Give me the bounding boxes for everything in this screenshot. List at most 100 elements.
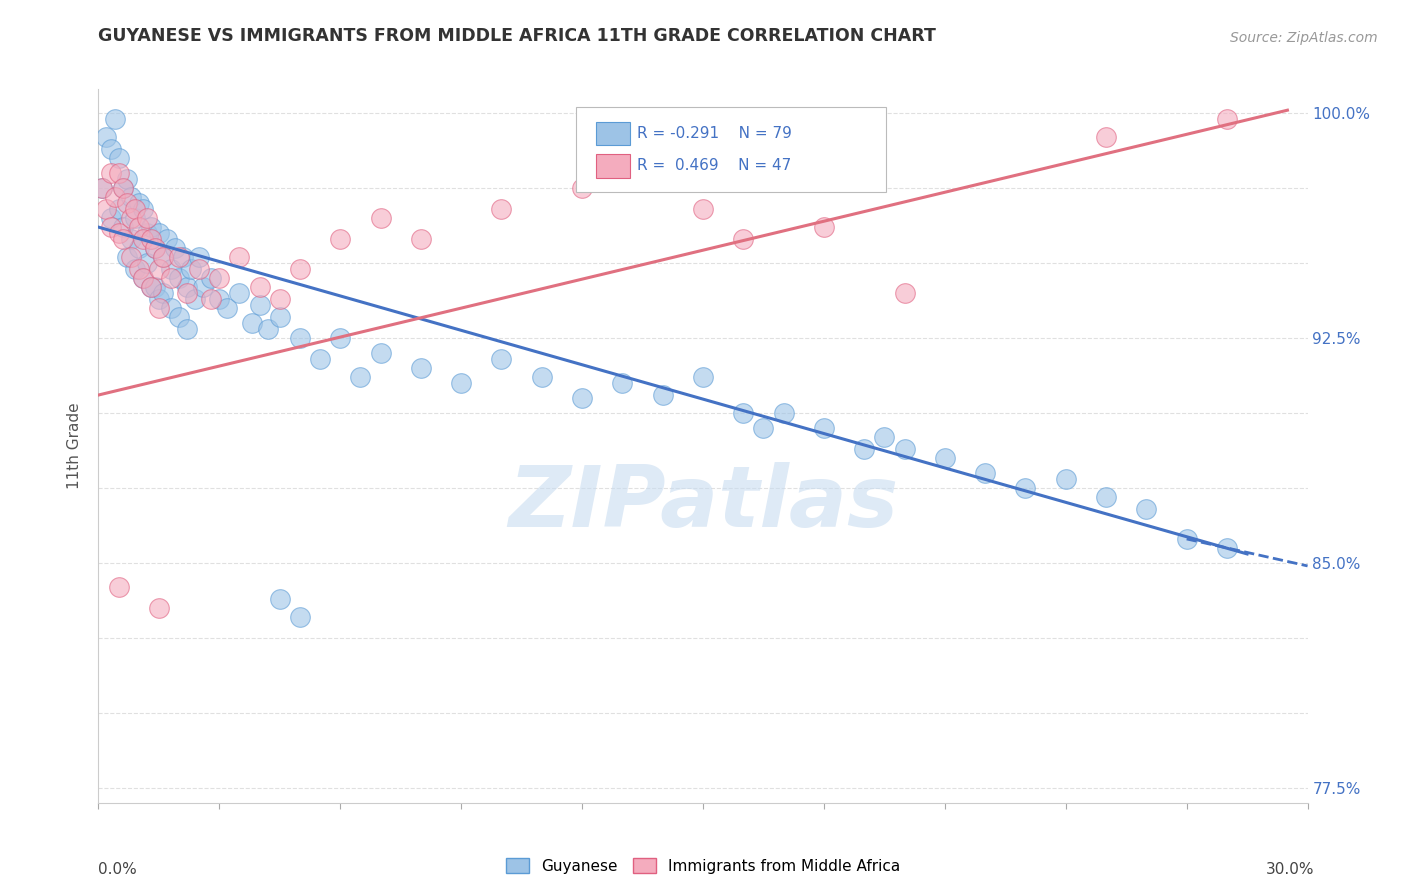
- Point: [148, 301, 170, 315]
- Point: [120, 190, 142, 204]
- Point: [1135, 502, 1157, 516]
- Point: [491, 202, 513, 216]
- Point: [139, 220, 162, 235]
- Point: [1014, 481, 1036, 495]
- Point: [180, 262, 202, 277]
- Point: [200, 271, 222, 285]
- Legend: Guyanese, Immigrants from Middle Africa: Guyanese, Immigrants from Middle Africa: [499, 852, 907, 880]
- Point: [1216, 541, 1239, 555]
- Point: [228, 250, 250, 264]
- Point: [184, 292, 207, 306]
- Point: [733, 406, 755, 420]
- Text: R = -0.291    N = 79: R = -0.291 N = 79: [637, 127, 792, 141]
- Point: [132, 271, 155, 285]
- Point: [176, 322, 198, 336]
- Point: [103, 112, 125, 127]
- Point: [176, 280, 198, 294]
- Point: [148, 292, 170, 306]
- Point: [91, 181, 114, 195]
- Point: [132, 232, 155, 246]
- Point: [651, 388, 673, 402]
- Point: [228, 286, 250, 301]
- Point: [124, 262, 146, 277]
- Point: [139, 280, 162, 294]
- Point: [853, 442, 876, 456]
- Point: [128, 262, 150, 277]
- Point: [288, 331, 311, 345]
- Point: [240, 316, 263, 330]
- Point: [309, 352, 332, 367]
- Point: [893, 286, 915, 301]
- Text: GUYANESE VS IMMIGRANTS FROM MIDDLE AFRICA 11TH GRADE CORRELATION CHART: GUYANESE VS IMMIGRANTS FROM MIDDLE AFRIC…: [98, 27, 936, 45]
- Point: [329, 232, 352, 246]
- Point: [115, 196, 138, 211]
- Point: [111, 181, 134, 195]
- Point: [107, 151, 129, 165]
- Point: [733, 232, 755, 246]
- Point: [163, 241, 186, 255]
- Point: [172, 250, 194, 264]
- Point: [530, 370, 553, 384]
- Point: [813, 220, 835, 235]
- Point: [491, 352, 513, 367]
- Point: [111, 232, 134, 246]
- Point: [103, 190, 125, 204]
- Point: [873, 430, 896, 444]
- Point: [143, 241, 166, 255]
- Point: [120, 250, 142, 264]
- Text: R =  0.469    N = 47: R = 0.469 N = 47: [637, 159, 792, 173]
- Point: [143, 280, 166, 294]
- Point: [249, 280, 271, 294]
- Point: [96, 130, 118, 145]
- Point: [91, 181, 114, 195]
- Point: [100, 220, 122, 235]
- Point: [571, 391, 593, 405]
- Point: [128, 220, 150, 235]
- Point: [128, 241, 150, 255]
- Point: [217, 301, 239, 315]
- Point: [152, 250, 174, 264]
- Point: [139, 232, 162, 246]
- Point: [409, 232, 432, 246]
- Point: [148, 226, 170, 240]
- Point: [160, 271, 183, 285]
- Point: [167, 250, 190, 264]
- Point: [160, 262, 183, 277]
- Point: [269, 292, 291, 306]
- Point: [100, 166, 122, 180]
- Point: [132, 271, 155, 285]
- Point: [124, 202, 146, 216]
- Point: [124, 211, 146, 226]
- Point: [1216, 112, 1239, 127]
- Point: [132, 202, 155, 216]
- Point: [107, 202, 129, 216]
- Point: [288, 262, 311, 277]
- Point: [120, 211, 142, 226]
- Point: [692, 370, 714, 384]
- Point: [893, 442, 915, 456]
- Point: [115, 172, 138, 186]
- Point: [256, 322, 278, 336]
- Point: [111, 181, 134, 195]
- Point: [269, 310, 291, 324]
- Point: [167, 310, 190, 324]
- Point: [152, 286, 174, 301]
- Point: [571, 181, 593, 195]
- Point: [100, 211, 122, 226]
- Point: [208, 271, 231, 285]
- Point: [107, 226, 129, 240]
- Y-axis label: 11th Grade: 11th Grade: [67, 402, 83, 490]
- Point: [111, 220, 134, 235]
- Point: [450, 376, 472, 390]
- Point: [135, 256, 157, 270]
- Point: [188, 250, 211, 264]
- Point: [143, 241, 166, 255]
- Point: [329, 331, 352, 345]
- Point: [100, 142, 122, 156]
- Point: [370, 211, 392, 226]
- Point: [1175, 532, 1198, 546]
- Point: [288, 610, 311, 624]
- Point: [752, 421, 775, 435]
- Point: [139, 280, 162, 294]
- Point: [128, 196, 150, 211]
